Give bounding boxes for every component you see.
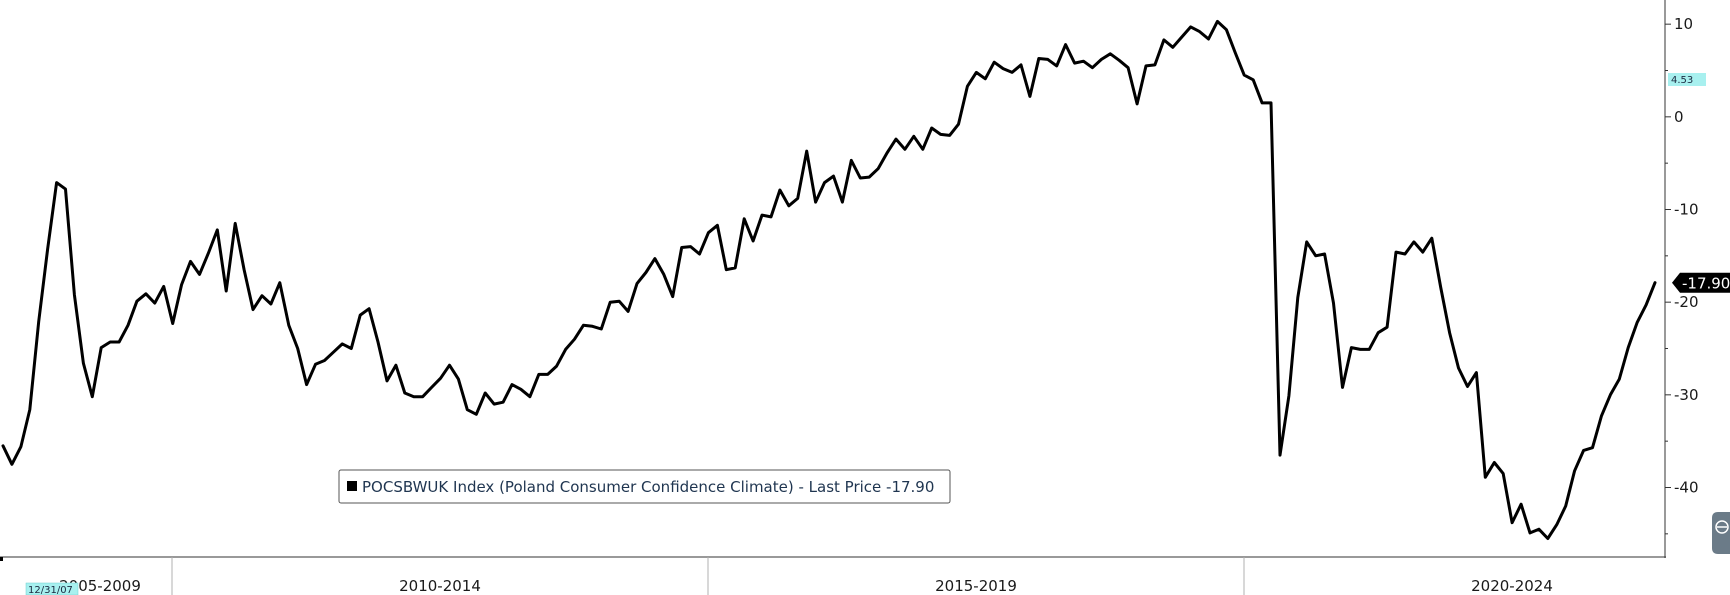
- marker-value-tag: 4.53: [1668, 73, 1706, 86]
- y-tick-label: -20: [1674, 293, 1699, 311]
- legend-text: POCSBWUK Index (Poland Consumer Confiden…: [362, 478, 934, 496]
- last-price-tag: -17.90: [1672, 272, 1730, 293]
- series-line: [1, 19, 1657, 540]
- x-period-label: 2020-2024: [1471, 577, 1553, 595]
- start-date-text: 12/31/07: [28, 585, 73, 595]
- y-tick-label: -10: [1674, 201, 1699, 219]
- y-tick-label: -40: [1674, 479, 1699, 497]
- x-period-label: 2015-2019: [935, 577, 1017, 595]
- y-tick-label: 0: [1674, 108, 1684, 126]
- y-tick-label: 10: [1674, 15, 1693, 33]
- last-price-text: -17.90: [1682, 275, 1730, 293]
- marker-value-text: 4.53: [1671, 75, 1693, 86]
- y-tick-label: -30: [1674, 386, 1699, 404]
- x-period-label: 2010-2014: [399, 577, 481, 595]
- side-scroll-button[interactable]: [1712, 512, 1730, 554]
- collapse-icon: [1715, 520, 1729, 534]
- legend-swatch: [347, 481, 357, 491]
- start-date-box: 12/31/07: [25, 582, 79, 595]
- legend: POCSBWUK Index (Poland Consumer Confiden…: [338, 469, 951, 504]
- y-axis: 10 0 -10 -20 -30 -40: [1665, 15, 1699, 535]
- x-period-label: 2005-2009: [59, 577, 141, 595]
- x-axis-periods: 2005-2009 2010-2014 2015-2019 2020-2024: [59, 577, 1553, 595]
- origin-tick: [0, 557, 3, 561]
